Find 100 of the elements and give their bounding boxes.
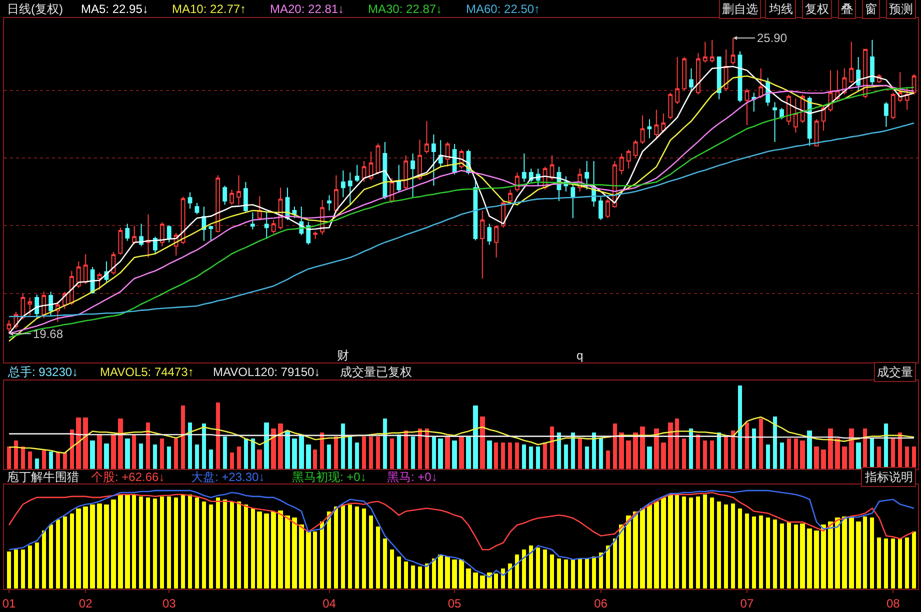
bar xyxy=(459,560,464,589)
bar xyxy=(661,498,666,589)
bar xyxy=(348,504,352,589)
candlestick xyxy=(508,189,512,204)
text: MA60: 22.50↑ xyxy=(466,2,540,16)
bar xyxy=(83,506,88,589)
candlestick xyxy=(522,152,526,182)
bar xyxy=(640,426,645,469)
bar xyxy=(459,436,464,469)
text: 窗 xyxy=(865,2,877,16)
candlestick xyxy=(264,212,269,240)
bar xyxy=(543,550,547,589)
candlestick xyxy=(807,96,812,146)
bar xyxy=(599,438,603,469)
bar xyxy=(814,446,819,469)
bar xyxy=(390,438,394,469)
text: 复权 xyxy=(805,2,829,16)
bar xyxy=(264,514,269,589)
candlestick xyxy=(702,41,708,64)
candlestick xyxy=(494,225,499,258)
candlestick xyxy=(28,296,32,316)
text: MAVOL5: 74473↑ xyxy=(100,365,194,379)
candlestick xyxy=(111,251,116,276)
bar xyxy=(731,430,735,469)
candlestick xyxy=(640,114,645,144)
bar xyxy=(731,504,735,589)
x-tick-label: 08 xyxy=(886,596,900,610)
bar xyxy=(738,385,742,469)
bar xyxy=(508,442,512,469)
bar xyxy=(404,562,408,589)
bar xyxy=(550,554,554,589)
bar xyxy=(292,438,297,469)
bar xyxy=(49,451,53,469)
bar xyxy=(794,524,798,589)
bar xyxy=(766,444,770,469)
bar xyxy=(90,440,95,469)
bar xyxy=(654,428,659,469)
bar xyxy=(202,423,206,469)
bar xyxy=(828,428,833,469)
bar xyxy=(285,516,290,589)
bar xyxy=(759,418,763,469)
bar xyxy=(35,542,39,589)
bar xyxy=(898,538,902,589)
candlestick xyxy=(327,194,332,211)
bar xyxy=(209,504,213,589)
bar xyxy=(863,516,867,589)
bar xyxy=(160,438,164,469)
bar xyxy=(522,444,526,469)
candlestick xyxy=(668,92,673,120)
bar xyxy=(564,560,568,589)
bar xyxy=(21,446,25,469)
bar xyxy=(619,432,624,469)
bar xyxy=(682,496,686,589)
candlestick xyxy=(76,260,81,288)
candlestick xyxy=(689,68,694,92)
bar xyxy=(390,550,394,589)
text: 指标说明 xyxy=(864,470,913,484)
bar xyxy=(849,428,854,469)
candlestick xyxy=(222,185,228,206)
candlestick xyxy=(418,139,422,181)
candlestick xyxy=(780,107,784,120)
bar xyxy=(863,428,867,469)
bar xyxy=(153,444,157,469)
candlestick xyxy=(34,294,40,319)
bar xyxy=(438,554,443,589)
series-label: 大盘: +23.30↓ xyxy=(191,470,265,484)
bar xyxy=(703,440,707,469)
candlestick xyxy=(772,102,777,143)
bar xyxy=(599,552,603,589)
candlestick xyxy=(647,118,652,139)
bar xyxy=(334,506,338,589)
bar xyxy=(438,438,443,469)
bar xyxy=(585,558,589,589)
bar xyxy=(668,422,673,469)
bar xyxy=(787,438,791,469)
candlestick xyxy=(362,160,366,182)
bar xyxy=(807,528,812,589)
bar xyxy=(251,438,255,469)
bar xyxy=(425,564,429,589)
bar xyxy=(362,436,366,469)
bar xyxy=(870,518,874,589)
bar xyxy=(146,498,150,589)
bar xyxy=(244,504,248,589)
bar xyxy=(432,436,436,469)
bar xyxy=(14,550,18,589)
bar xyxy=(578,438,582,469)
candlestick xyxy=(118,227,123,256)
bar xyxy=(773,416,777,469)
bar xyxy=(780,524,784,589)
candlestick xyxy=(244,181,248,213)
bar xyxy=(724,504,728,589)
bar xyxy=(592,432,596,469)
candlestick xyxy=(160,222,164,247)
bar xyxy=(912,532,916,589)
bar xyxy=(355,506,359,589)
bar xyxy=(640,508,645,589)
bar xyxy=(619,524,624,589)
candlestick xyxy=(884,102,888,128)
candlestick xyxy=(445,142,450,168)
bar xyxy=(70,429,74,469)
